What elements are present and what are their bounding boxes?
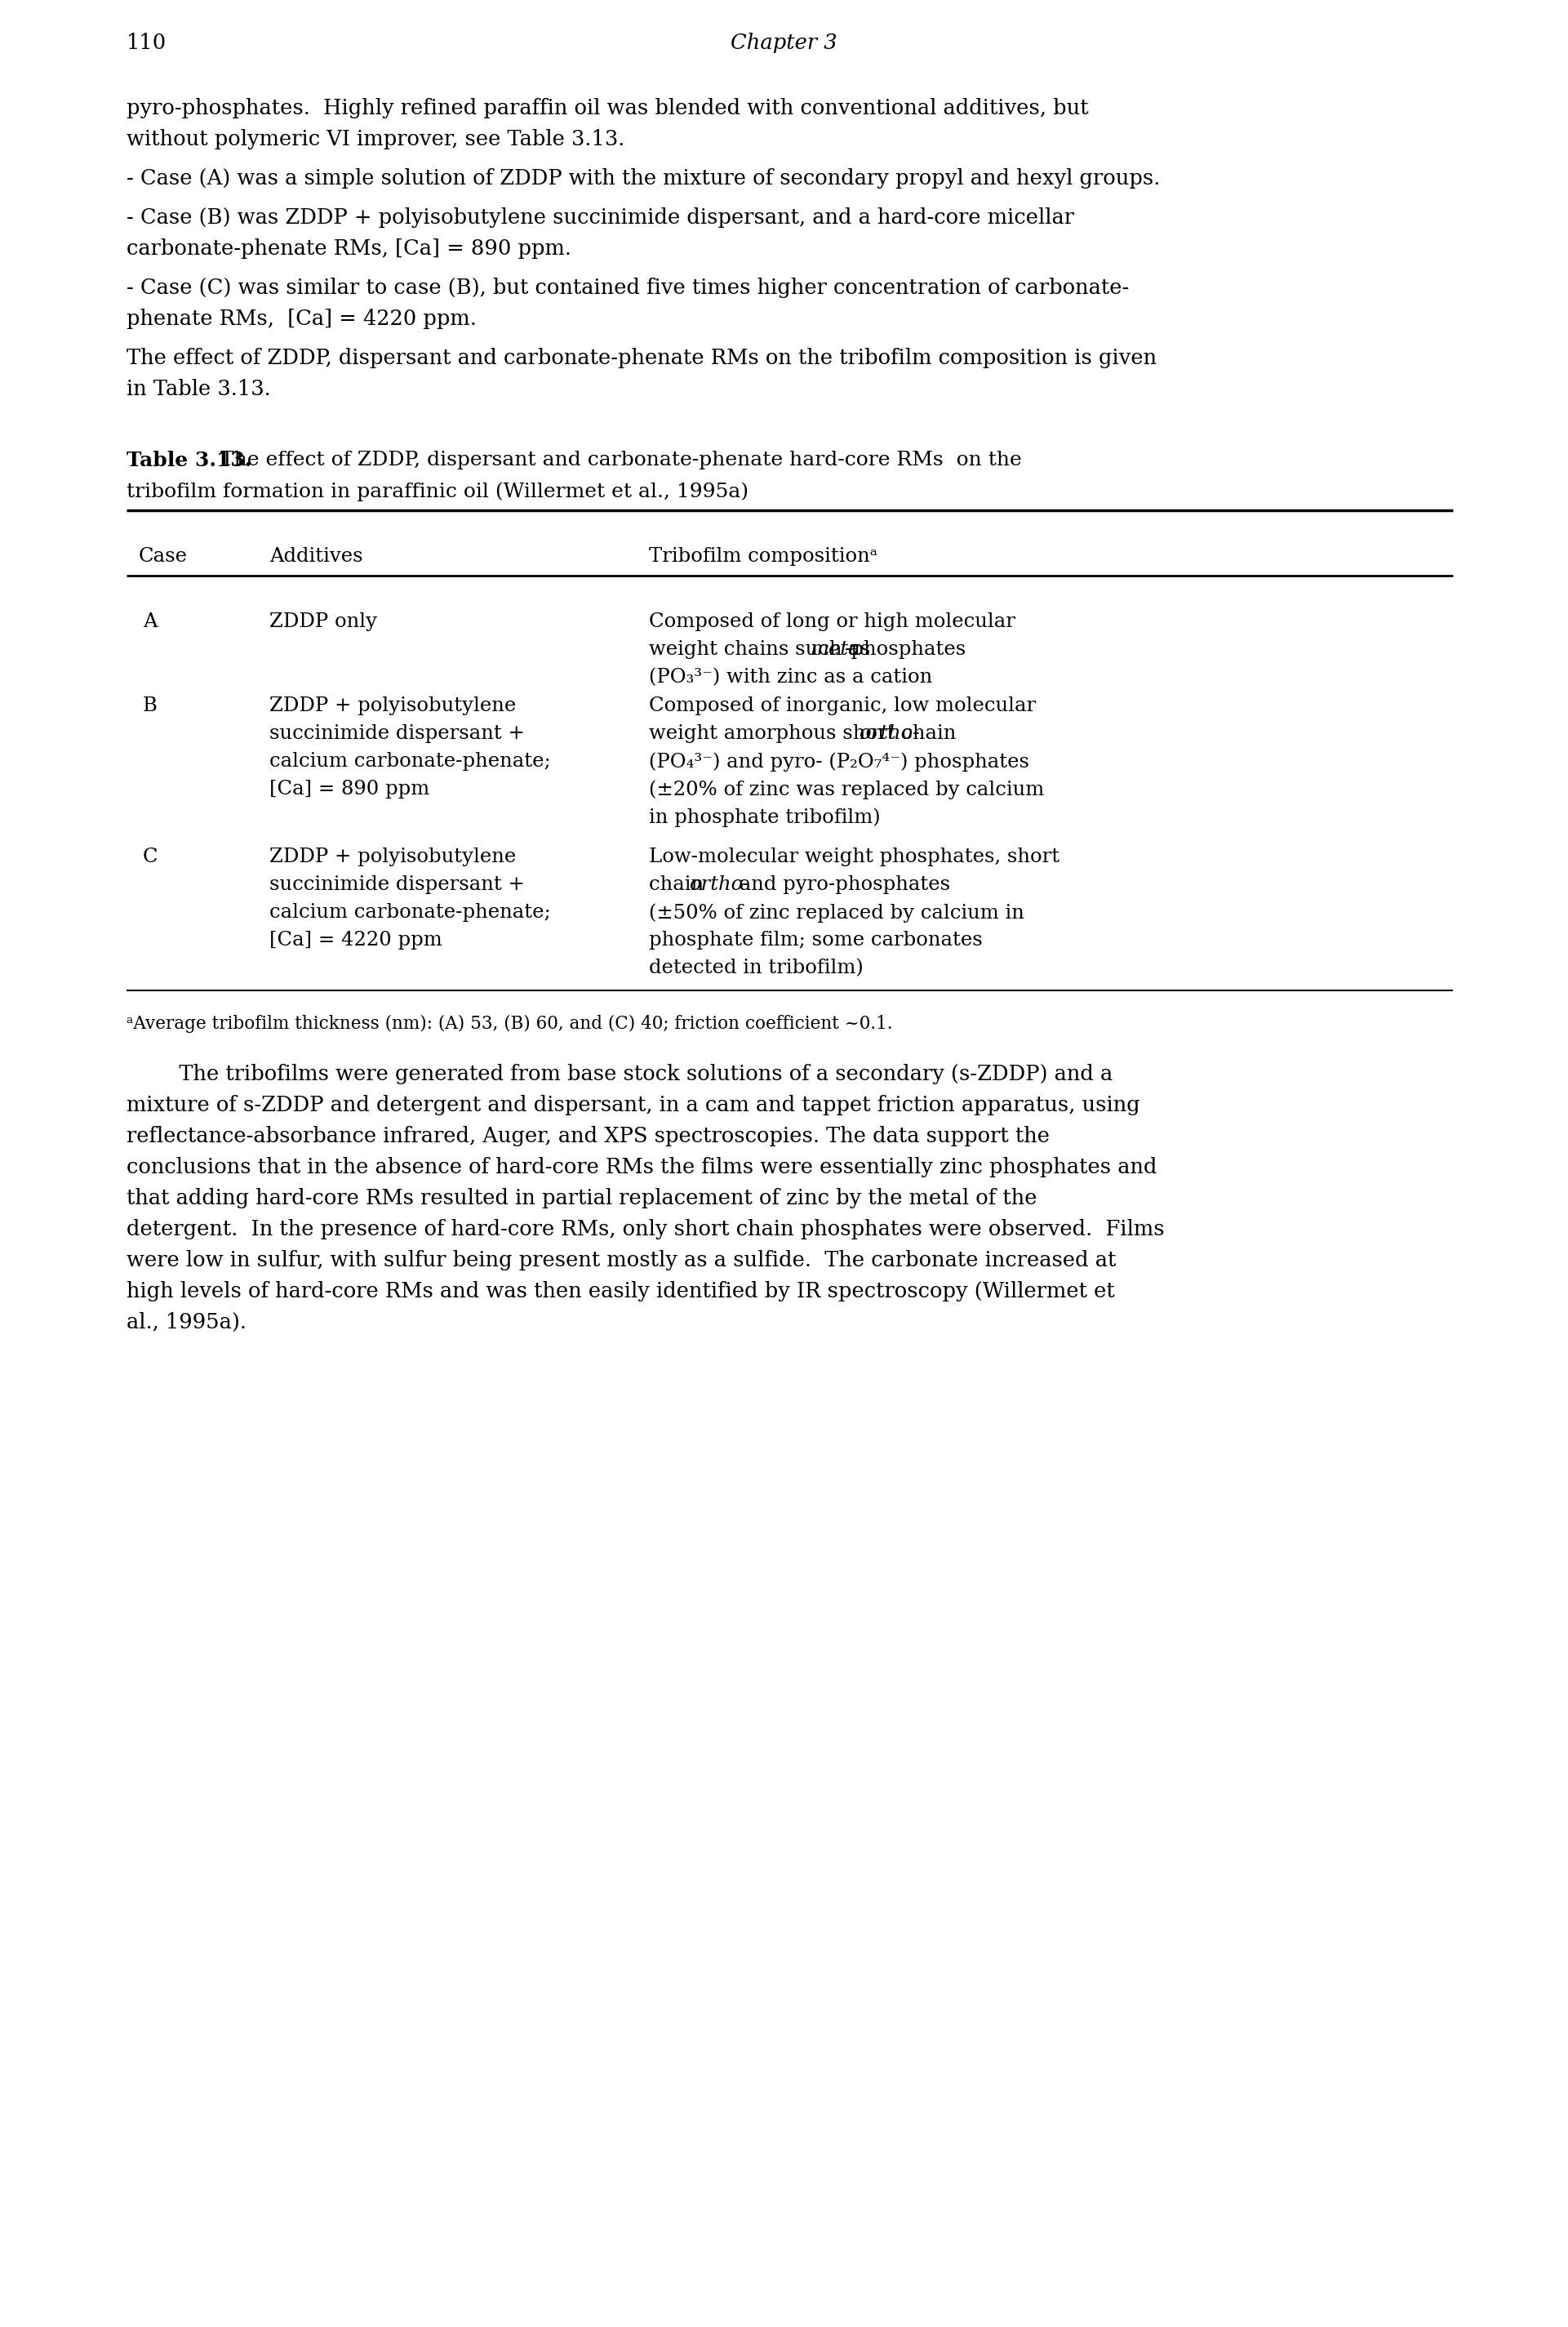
Text: were low in sulfur, with sulfur being present mostly as a sulfide.  The carbonat: were low in sulfur, with sulfur being pr… bbox=[127, 1250, 1116, 1271]
Text: (PO₃³⁻) with zinc as a cation: (PO₃³⁻) with zinc as a cation bbox=[649, 668, 933, 686]
Text: Low-molecular weight phosphates, short: Low-molecular weight phosphates, short bbox=[649, 847, 1060, 866]
Text: phenate RMs,  [Ca] = 4220 ppm.: phenate RMs, [Ca] = 4220 ppm. bbox=[127, 309, 477, 328]
Text: (PO₄³⁻) and pyro- (P₂O₇⁴⁻) phosphates: (PO₄³⁻) and pyro- (P₂O₇⁴⁻) phosphates bbox=[649, 752, 1029, 770]
Text: high levels of hard-core RMs and was then easily identified by IR spectroscopy (: high levels of hard-core RMs and was the… bbox=[127, 1282, 1115, 1301]
Text: Additives: Additives bbox=[270, 547, 362, 565]
Text: ortho-: ortho- bbox=[690, 875, 751, 894]
Text: tribofilm formation in paraffinic oil (Willermet et al., 1995a): tribofilm formation in paraffinic oil (W… bbox=[127, 482, 748, 500]
Text: ᵃAverage tribofilm thickness (nm): (A) 53, (B) 60, and (C) 40; friction coeffici: ᵃAverage tribofilm thickness (nm): (A) 5… bbox=[127, 1015, 892, 1033]
Text: meta: meta bbox=[809, 640, 859, 659]
Text: succinimide dispersant +: succinimide dispersant + bbox=[270, 724, 525, 742]
Text: pyro-phosphates.  Highly refined paraffin oil was blended with conventional addi: pyro-phosphates. Highly refined paraffin… bbox=[127, 98, 1088, 119]
Text: that adding hard-core RMs resulted in partial replacement of zinc by the metal o: that adding hard-core RMs resulted in pa… bbox=[127, 1189, 1036, 1208]
Text: Composed of inorganic, low molecular: Composed of inorganic, low molecular bbox=[649, 696, 1036, 714]
Text: conclusions that in the absence of hard-core RMs the films were essentially zinc: conclusions that in the absence of hard-… bbox=[127, 1157, 1157, 1177]
Text: ortho-: ortho- bbox=[859, 724, 920, 742]
Text: chain: chain bbox=[649, 875, 710, 894]
Text: Composed of long or high molecular: Composed of long or high molecular bbox=[649, 612, 1016, 631]
Text: - Case (B) was ZDDP + polyisobutylene succinimide dispersant, and a hard-core mi: - Case (B) was ZDDP + polyisobutylene su… bbox=[127, 207, 1074, 228]
Text: The effect of ZDDP, dispersant and carbonate-phenate hard-core RMs  on the: The effect of ZDDP, dispersant and carbo… bbox=[221, 451, 1022, 470]
Text: (±50% of zinc replaced by calcium in: (±50% of zinc replaced by calcium in bbox=[649, 903, 1024, 921]
Text: weight chains such as: weight chains such as bbox=[649, 640, 877, 659]
Text: B: B bbox=[143, 696, 157, 714]
Text: phosphate film; some carbonates: phosphate film; some carbonates bbox=[649, 931, 983, 949]
Text: Chapter 3: Chapter 3 bbox=[731, 33, 837, 54]
Text: Tribofilm compositionᵃ: Tribofilm compositionᵃ bbox=[649, 547, 878, 565]
Text: calcium carbonate-phenate;: calcium carbonate-phenate; bbox=[270, 752, 550, 770]
Text: succinimide dispersant +: succinimide dispersant + bbox=[270, 875, 525, 894]
Text: and pyro-phosphates: and pyro-phosphates bbox=[732, 875, 950, 894]
Text: (±20% of zinc was replaced by calcium: (±20% of zinc was replaced by calcium bbox=[649, 780, 1044, 798]
Text: C: C bbox=[143, 847, 158, 866]
Text: ZDDP + polyisobutylene: ZDDP + polyisobutylene bbox=[270, 847, 516, 866]
Text: -phosphates: -phosphates bbox=[845, 640, 966, 659]
Text: The effect of ZDDP, dispersant and carbonate-phenate RMs on the tribofilm compos: The effect of ZDDP, dispersant and carbo… bbox=[127, 347, 1157, 368]
Text: The tribofilms were generated from base stock solutions of a secondary (s-ZDDP) : The tribofilms were generated from base … bbox=[160, 1063, 1113, 1084]
Text: - Case (C) was similar to case (B), but contained five times higher concentratio: - Case (C) was similar to case (B), but … bbox=[127, 277, 1129, 298]
Text: carbonate-phenate RMs, [Ca] = 890 ppm.: carbonate-phenate RMs, [Ca] = 890 ppm. bbox=[127, 237, 571, 258]
Text: weight amorphous short chain: weight amorphous short chain bbox=[649, 724, 963, 742]
Text: [Ca] = 890 ppm: [Ca] = 890 ppm bbox=[270, 780, 430, 798]
Text: calcium carbonate-phenate;: calcium carbonate-phenate; bbox=[270, 903, 550, 921]
Text: in Table 3.13.: in Table 3.13. bbox=[127, 379, 271, 400]
Text: A: A bbox=[143, 612, 157, 631]
Text: detected in tribofilm): detected in tribofilm) bbox=[649, 959, 864, 977]
Text: al., 1995a).: al., 1995a). bbox=[127, 1312, 246, 1333]
Text: Table 3.13.: Table 3.13. bbox=[127, 451, 252, 470]
Text: ZDDP only: ZDDP only bbox=[270, 612, 376, 631]
Text: Case: Case bbox=[138, 547, 188, 565]
Text: mixture of s-ZDDP and detergent and dispersant, in a cam and tappet friction app: mixture of s-ZDDP and detergent and disp… bbox=[127, 1096, 1140, 1115]
Text: reflectance-absorbance infrared, Auger, and XPS spectroscopies. The data support: reflectance-absorbance infrared, Auger, … bbox=[127, 1126, 1049, 1147]
Text: 110: 110 bbox=[127, 33, 166, 54]
Text: - Case (A) was a simple solution of ZDDP with the mixture of secondary propyl an: - Case (A) was a simple solution of ZDDP… bbox=[127, 168, 1160, 188]
Text: without polymeric VI improver, see Table 3.13.: without polymeric VI improver, see Table… bbox=[127, 128, 624, 149]
Text: [Ca] = 4220 ppm: [Ca] = 4220 ppm bbox=[270, 931, 442, 949]
Text: ZDDP + polyisobutylene: ZDDP + polyisobutylene bbox=[270, 696, 516, 714]
Text: detergent.  In the presence of hard-core RMs, only short chain phosphates were o: detergent. In the presence of hard-core … bbox=[127, 1219, 1165, 1240]
Text: in phosphate tribofilm): in phosphate tribofilm) bbox=[649, 807, 880, 826]
